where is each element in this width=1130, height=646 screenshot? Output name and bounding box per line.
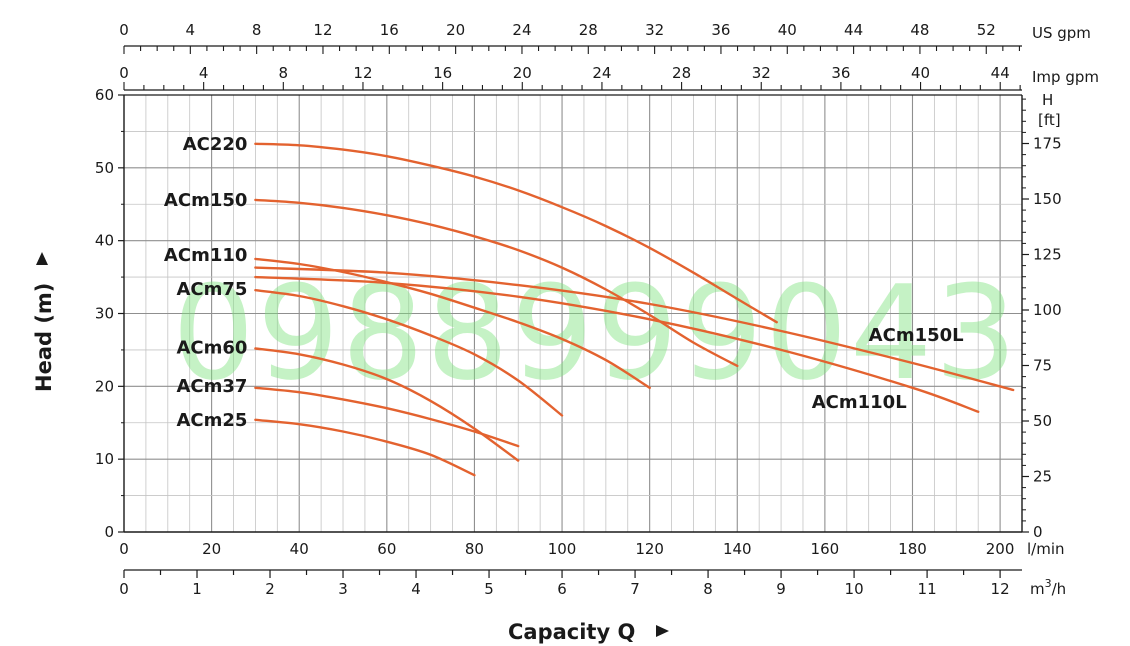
- curve-label-acm75: ACm75: [176, 279, 247, 300]
- y-tick-label: 30: [95, 305, 114, 323]
- imp-gpm-tick-label: 8: [279, 64, 289, 82]
- imp-gpm-tick-label: 44: [991, 64, 1010, 82]
- x-tick-label: 200: [986, 540, 1015, 558]
- y-tick-label: 20: [95, 377, 114, 395]
- x-tick-label: 40: [290, 540, 309, 558]
- imp-gpm-unit-label: Imp gpm: [1032, 68, 1099, 86]
- m3h-tick-label: 9: [776, 580, 786, 598]
- imp-gpm-tick-label: 12: [353, 64, 372, 82]
- lmin-unit-label: l/min: [1027, 540, 1065, 558]
- x-tick-label: 120: [635, 540, 664, 558]
- m3h-tick-label: 4: [411, 580, 421, 598]
- us-gpm-tick-label: 36: [711, 21, 730, 39]
- curve-acm150: [254, 198, 739, 368]
- us-gpm-tick-label: 16: [380, 21, 399, 39]
- ft-tick-label: 150: [1033, 190, 1062, 208]
- m3h-tick-label: 2: [265, 580, 275, 598]
- imp-gpm-tick-label: 16: [433, 64, 452, 82]
- m3h-tick-label: 6: [557, 580, 567, 598]
- ft-tick-label: 100: [1033, 301, 1062, 319]
- us-gpm-tick-label: 0: [119, 21, 129, 39]
- x-tick-label: 180: [898, 540, 927, 558]
- curve-label-acm150l: ACm150L: [869, 325, 964, 346]
- us-gpm-tick-label: 40: [778, 21, 797, 39]
- us-gpm-tick-label: 44: [844, 21, 863, 39]
- m3h-tick-label: 11: [918, 580, 937, 598]
- curve-label-acm25: ACm25: [176, 410, 247, 431]
- us-gpm-tick-label: 32: [645, 21, 664, 39]
- grid: [124, 95, 1022, 532]
- curve-label-acm110: ACm110: [164, 245, 247, 266]
- imp-gpm-tick-label: 24: [592, 64, 611, 82]
- ft-tick-label: 0: [1033, 523, 1043, 541]
- x-axis-arrow-icon: [656, 625, 669, 637]
- us-gpm-unit-label: US gpm: [1032, 24, 1091, 42]
- x-tick-label: 80: [465, 540, 484, 558]
- ft-tick-label: 25: [1033, 468, 1052, 486]
- y-tick-label: 10: [95, 450, 114, 468]
- x-axis-title: Capacity Q: [508, 620, 635, 644]
- ft-tick-label: 175: [1033, 135, 1062, 153]
- curve-label-ac220: AC220: [183, 134, 248, 155]
- curve-label-acm110l: ACm110L: [812, 392, 907, 413]
- imp-gpm-tick-label: 40: [911, 64, 930, 82]
- x-tick-label: 20: [202, 540, 221, 558]
- us-gpm-tick-label: 20: [446, 21, 465, 39]
- x-tick-label: 100: [548, 540, 577, 558]
- curve-label-acm150: ACm150: [164, 190, 247, 211]
- ft-unit-label-ft: [ft]: [1038, 111, 1061, 129]
- us-gpm-tick-label: 28: [579, 21, 598, 39]
- imp-gpm-tick-label: 0: [119, 64, 129, 82]
- x-tick-label: 160: [811, 540, 840, 558]
- y-axis-title: Head (m): [32, 283, 56, 392]
- y-tick-label: 40: [95, 232, 114, 250]
- curve-label-acm37: ACm37: [176, 376, 247, 397]
- curve-acm25: [254, 418, 476, 477]
- us-gpm-tick-label: 12: [313, 21, 332, 39]
- ft-tick-label: 125: [1033, 246, 1062, 264]
- us-gpm-tick-label: 8: [252, 21, 262, 39]
- m3h-unit-label: m3/h: [1030, 577, 1066, 598]
- curve-ac220: [254, 142, 778, 324]
- imp-gpm-tick-label: 4: [199, 64, 209, 82]
- y-tick-label: 0: [104, 523, 114, 541]
- curve-acm60: [254, 347, 520, 462]
- ft-unit-label-h: H: [1042, 91, 1053, 109]
- y-tick-label: 60: [95, 86, 114, 104]
- us-gpm-tick-label: 24: [512, 21, 531, 39]
- x-tick-label: 60: [377, 540, 396, 558]
- us-gpm-tick-label: 52: [977, 21, 996, 39]
- m3h-tick-label: 3: [338, 580, 348, 598]
- x-tick-label: 140: [723, 540, 752, 558]
- m3h-tick-label: 1: [192, 580, 202, 598]
- y-axis-arrow-icon: [36, 252, 48, 265]
- curve-acm150l: [254, 266, 1015, 392]
- imp-gpm-tick-label: 28: [672, 64, 691, 82]
- curve-label-acm60: ACm60: [176, 337, 247, 358]
- us-gpm-tick-label: 48: [910, 21, 929, 39]
- m3h-tick-label: 8: [703, 580, 713, 598]
- curves: AC220 ACm150 ACm110 ACm75 ACm60 ACm37 ACm25 ACm…: [164, 134, 1015, 477]
- imp-gpm-tick-label: 32: [752, 64, 771, 82]
- m3h-tick-label: 0: [119, 580, 129, 598]
- imp-gpm-tick-label: 20: [513, 64, 532, 82]
- imp-gpm-tick-label: 36: [831, 64, 850, 82]
- ft-tick-label: 50: [1033, 412, 1052, 430]
- x-tick-label: 0: [119, 540, 129, 558]
- m3h-tick-label: 7: [630, 580, 640, 598]
- curve-acm110: [254, 257, 651, 389]
- m3h-tick-label: 12: [991, 580, 1010, 598]
- m3h-tick-label: 10: [845, 580, 864, 598]
- ft-tick-label: 75: [1033, 357, 1052, 375]
- y-tick-label: 50: [95, 159, 114, 177]
- m3h-tick-label: 5: [484, 580, 494, 598]
- curve-acm110l: [254, 275, 980, 413]
- us-gpm-tick-label: 4: [186, 21, 196, 39]
- curve-acm75: [254, 289, 564, 417]
- curve-acm37: [254, 386, 520, 448]
